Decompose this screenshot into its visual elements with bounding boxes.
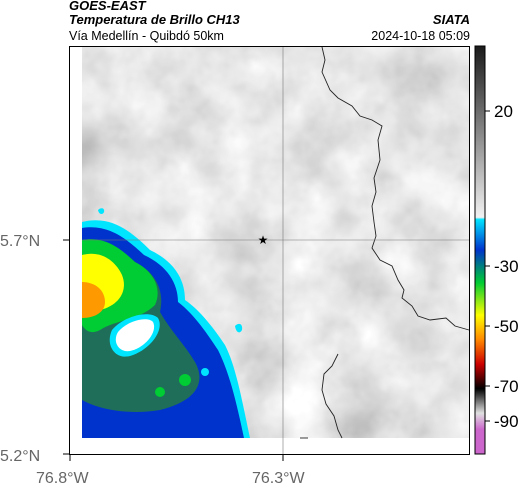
colorbar-tick: -70	[494, 377, 519, 396]
timestamp: 2024-10-18 05:09	[371, 29, 470, 43]
map-title: Temperatura de Brillo CH13	[69, 12, 240, 27]
lat-label-1: 5.7°N	[0, 233, 40, 250]
colorbar: 20 -30 -50 -70 -90	[474, 45, 519, 455]
star-icon: ★	[258, 233, 269, 247]
lat-label-2: 5.2°N	[0, 448, 40, 465]
colorbar-tick: -50	[494, 317, 519, 336]
boundary-line-2	[321, 353, 343, 439]
organization-label: SIATA	[432, 12, 470, 27]
colorbar-tick: -90	[494, 412, 519, 431]
boundary-line	[321, 46, 470, 331]
map-subtitle: Vía Medellín - Quibdó 50km	[69, 29, 224, 43]
convective-cell	[82, 208, 250, 438]
colorbar-tick: 20	[494, 102, 513, 121]
product-label: GOES-EAST	[69, 0, 146, 13]
colorbar-tick: -30	[494, 257, 519, 276]
lon-label-2: 76.3°W	[252, 470, 306, 487]
lon-label-1: 76.8°W	[36, 470, 90, 487]
